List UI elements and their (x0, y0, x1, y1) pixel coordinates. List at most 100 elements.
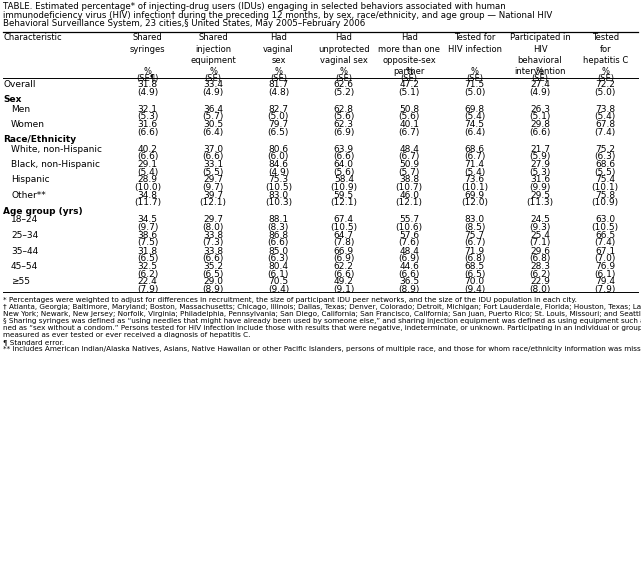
Text: (10.1): (10.1) (461, 183, 488, 192)
Text: (5.1): (5.1) (399, 88, 420, 96)
Text: 32.5: 32.5 (138, 262, 158, 271)
Text: 64.7: 64.7 (334, 231, 354, 240)
Text: (5.9): (5.9) (529, 152, 551, 161)
Text: 85.0: 85.0 (269, 246, 288, 256)
Text: %: % (601, 66, 610, 76)
Text: 44.6: 44.6 (399, 262, 419, 271)
Text: (7.4): (7.4) (595, 238, 616, 248)
Text: (5.5): (5.5) (203, 167, 224, 177)
Text: § Sharing syringes was defined as “using needles that might have already been us: § Sharing syringes was defined as “using… (3, 318, 641, 324)
Text: (SE): (SE) (531, 74, 549, 84)
Text: 31.8: 31.8 (138, 246, 158, 256)
Text: 62.2: 62.2 (334, 262, 354, 271)
Text: 68.6: 68.6 (595, 160, 615, 169)
Text: immunodeficiency virus (HIV) infection† during the preceding 12 months, by sex, : immunodeficiency virus (HIV) infection† … (3, 10, 553, 20)
Text: (12.1): (12.1) (395, 198, 422, 208)
Text: 62.3: 62.3 (334, 120, 354, 129)
Text: 31.8: 31.8 (138, 80, 158, 89)
Text: 58.4: 58.4 (334, 175, 354, 185)
Text: %: % (536, 66, 544, 76)
Text: 33.1: 33.1 (203, 160, 223, 169)
Text: 31.6: 31.6 (138, 120, 158, 129)
Text: (6.4): (6.4) (464, 128, 485, 137)
Text: White, non-Hispanic: White, non-Hispanic (11, 144, 102, 153)
Text: %: % (209, 66, 217, 76)
Text: Women: Women (11, 120, 45, 129)
Text: (6.6): (6.6) (137, 128, 158, 137)
Text: (6.1): (6.1) (268, 269, 289, 279)
Text: (4.9): (4.9) (268, 167, 289, 177)
Text: 29.1: 29.1 (138, 160, 158, 169)
Text: 64.0: 64.0 (334, 160, 354, 169)
Text: 73.6: 73.6 (465, 175, 485, 185)
Text: 22.9: 22.9 (530, 278, 550, 287)
Text: (10.5): (10.5) (265, 183, 292, 192)
Text: 86.8: 86.8 (269, 231, 288, 240)
Text: (6.2): (6.2) (137, 269, 158, 279)
Text: 84.6: 84.6 (269, 160, 288, 169)
Text: 72.2: 72.2 (595, 80, 615, 89)
Text: (6.5): (6.5) (137, 254, 158, 263)
Text: Shared
injection
equipment: Shared injection equipment (190, 33, 236, 65)
Text: (9.4): (9.4) (464, 285, 485, 294)
Text: 32.1: 32.1 (138, 104, 158, 114)
Text: 79.7: 79.7 (269, 120, 288, 129)
Text: (5.4): (5.4) (464, 167, 485, 177)
Text: (10.7): (10.7) (395, 183, 423, 192)
Text: 50.9: 50.9 (399, 160, 419, 169)
Text: 27.4: 27.4 (530, 80, 550, 89)
Text: Race/Ethnicity: Race/Ethnicity (3, 136, 76, 144)
Text: 62.8: 62.8 (334, 104, 354, 114)
Text: (6.6): (6.6) (333, 152, 354, 161)
Text: (6.0): (6.0) (268, 152, 289, 161)
Text: 38.6: 38.6 (138, 231, 158, 240)
Text: (7.3): (7.3) (203, 238, 224, 248)
Text: 67.4: 67.4 (334, 215, 354, 224)
Text: 66.9: 66.9 (334, 246, 354, 256)
Text: Had
vaginal
sex: Had vaginal sex (263, 33, 294, 65)
Text: (6.7): (6.7) (464, 152, 485, 161)
Text: (6.7): (6.7) (399, 152, 420, 161)
Text: (6.1): (6.1) (595, 269, 616, 279)
Text: (7.6): (7.6) (399, 238, 420, 248)
Text: (6.2): (6.2) (529, 269, 551, 279)
Text: 29.7: 29.7 (203, 215, 223, 224)
Text: 74.5: 74.5 (465, 120, 485, 129)
Text: 88.1: 88.1 (269, 215, 288, 224)
Text: 80.6: 80.6 (269, 144, 288, 153)
Text: (6.4): (6.4) (203, 128, 224, 137)
Text: 21.7: 21.7 (530, 144, 550, 153)
Text: 48.4: 48.4 (399, 144, 419, 153)
Text: (11.7): (11.7) (134, 198, 162, 208)
Text: 69.8: 69.8 (465, 104, 485, 114)
Text: Behavioral Surveillance System, 23 cities,§ United States, May 2005–February 200: Behavioral Surveillance System, 23 citie… (3, 19, 365, 28)
Text: %: % (470, 66, 479, 76)
Text: 68.5: 68.5 (465, 262, 485, 271)
Text: Characteristic: Characteristic (3, 33, 62, 43)
Text: 71.4: 71.4 (465, 160, 485, 169)
Text: 40.1: 40.1 (399, 120, 419, 129)
Text: 27.9: 27.9 (530, 160, 550, 169)
Text: (12.0): (12.0) (461, 198, 488, 208)
Text: (6.6): (6.6) (268, 238, 289, 248)
Text: (SE): (SE) (597, 74, 614, 84)
Text: (6.7): (6.7) (399, 128, 420, 137)
Text: 66.5: 66.5 (595, 231, 615, 240)
Text: New York; Newark, New Jersey; Norfolk, Virginia; Philadelphia, Pennsylvania; San: New York; Newark, New Jersey; Norfolk, V… (3, 311, 641, 317)
Text: (5.4): (5.4) (464, 112, 485, 121)
Text: 29.5: 29.5 (530, 191, 550, 200)
Text: (4.9): (4.9) (137, 88, 158, 96)
Text: (5.0): (5.0) (595, 88, 616, 96)
Text: (10.9): (10.9) (330, 183, 358, 192)
Text: 29.7: 29.7 (203, 175, 223, 185)
Text: (7.4): (7.4) (595, 128, 616, 137)
Text: (12.1): (12.1) (199, 198, 226, 208)
Text: (5.0): (5.0) (464, 88, 485, 96)
Text: Men: Men (11, 104, 30, 114)
Text: 62.6: 62.6 (334, 80, 354, 89)
Text: 26.3: 26.3 (530, 104, 550, 114)
Text: * Percentages were weighted to adjust for differences in recruitment, the size o: * Percentages were weighted to adjust fo… (3, 297, 577, 303)
Text: %: % (340, 66, 348, 76)
Text: (SE): (SE) (204, 74, 222, 84)
Text: (9.4): (9.4) (268, 285, 289, 294)
